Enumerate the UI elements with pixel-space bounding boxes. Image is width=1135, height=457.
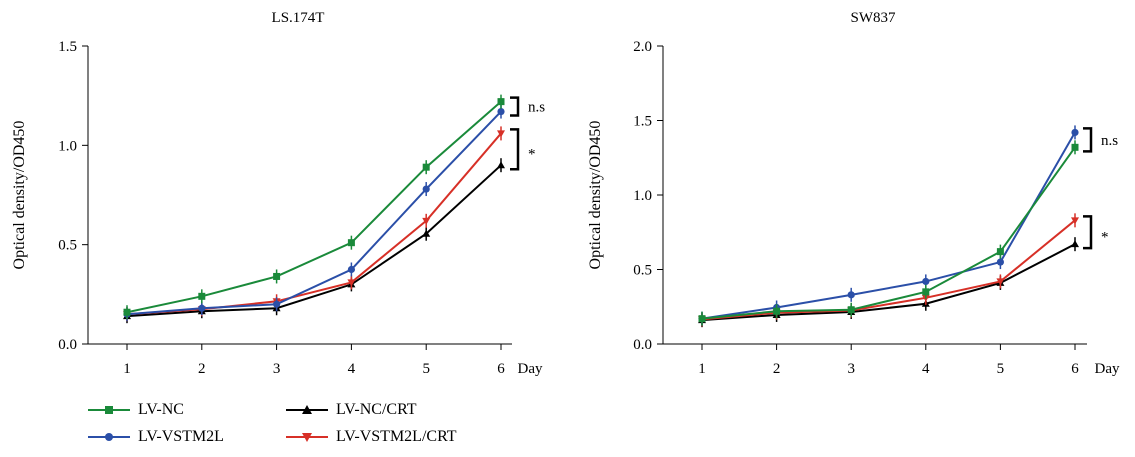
legend-item-lv-nc: LV-NC <box>88 399 184 421</box>
significance-label: * <box>528 146 536 162</box>
data-point-lv-vstm2l <box>497 107 505 116</box>
data-point-lv-nc <box>698 315 706 323</box>
data-point-lv-nc <box>198 292 206 300</box>
data-point-lv-vstm2l <box>847 291 855 299</box>
legend-item-lv-vstm2l: LV-VSTM2L <box>88 426 224 448</box>
data-point-lv-nc-crt <box>1071 240 1079 248</box>
y-tick-label: 1.0 <box>58 138 77 154</box>
significance-bracket <box>510 96 520 117</box>
y-tick-label: 0.0 <box>58 337 77 353</box>
legend-item-lv-vstm2l-crt: LV-VSTM2L/CRT <box>286 426 457 448</box>
legend: LV-NC LV-NC/CRT LV-VSTM2L LV-VSTM2L/CRT <box>88 399 528 451</box>
x-axis-title: Day <box>1095 361 1120 377</box>
data-point-lv-nc <box>273 272 281 280</box>
y-tick-label: 1.5 <box>58 39 77 55</box>
chart-title: LS.174T <box>272 10 325 26</box>
y-tick-label: 1.5 <box>633 114 652 130</box>
x-tick-label: 1 <box>123 361 131 377</box>
legend-label-lv-vstm2l: LV-VSTM2L <box>138 428 224 445</box>
data-point-lv-vstm2l <box>198 304 206 312</box>
data-point-lv-nc-crt <box>422 229 431 237</box>
y-axis-title: Optical density/OD450 <box>587 121 604 270</box>
series-line-lv-vstm2l <box>126 110 502 316</box>
significance-label: n.s <box>1101 133 1118 149</box>
data-point-lv-vstm2l <box>422 185 430 193</box>
series-lv-vstm2l-crt <box>698 213 1079 327</box>
y-tick-label: 1.0 <box>633 188 652 204</box>
x-tick-label: 6 <box>1071 361 1079 377</box>
significance-bracket <box>1083 215 1093 250</box>
x-tick-label: 5 <box>422 361 430 377</box>
data-point-lv-nc <box>847 306 855 314</box>
data-point-lv-vstm2l-crt <box>347 279 356 287</box>
legend-swatch-lv-vstm2l <box>88 433 130 441</box>
series-lv-vstm2l <box>698 125 1079 326</box>
data-point-lv-vstm2l <box>922 277 930 286</box>
x-tick-label: 6 <box>497 361 505 377</box>
data-point-lv-vstm2l-crt <box>996 278 1005 286</box>
y-tick-label: 2.0 <box>633 39 652 55</box>
series-lv-nc <box>123 94 505 320</box>
data-point-lv-vstm2l-crt <box>497 130 505 138</box>
data-point-lv-vstm2l <box>996 258 1005 266</box>
data-point-lv-nc <box>922 288 930 296</box>
data-point-lv-vstm2l <box>347 265 355 274</box>
significance-label: n.s <box>528 100 545 116</box>
data-point-lv-vstm2l <box>273 300 281 308</box>
series-line-lv-vstm2l-crt <box>701 219 1076 321</box>
legend-label-lv-vstm2l-crt: LV-VSTM2L/CRT <box>336 428 457 445</box>
y-axis-title: Optical density/OD450 <box>11 121 28 270</box>
chart-panel-ls-174t: LS.174T Optical density/OD450 0.0 0.5 1.0 1.5… <box>11 10 545 377</box>
data-point-lv-nc <box>497 98 505 106</box>
x-tick-label: 5 <box>997 361 1005 377</box>
series-line-lv-vstm2l <box>701 131 1076 320</box>
data-point-lv-nc <box>123 308 131 316</box>
x-tick-label: 2 <box>198 361 206 377</box>
y-tick-label: 0.5 <box>633 263 652 279</box>
legend-swatch-lv-nc <box>88 406 130 414</box>
x-tick-label: 3 <box>847 361 855 377</box>
x-tick-label: 3 <box>273 361 281 377</box>
significance-label: * <box>1101 229 1109 245</box>
significance-bracket <box>1083 127 1093 153</box>
series-line-lv-nc-crt <box>126 164 502 318</box>
x-tick-label: 4 <box>348 361 356 377</box>
data-point-lv-vstm2l-crt <box>422 217 431 225</box>
series-line-lv-nc <box>701 146 1076 320</box>
x-tick-label: 1 <box>698 361 706 377</box>
legend-swatch-lv-nc-crt <box>286 405 328 414</box>
legend-item-lv-nc-crt: LV-NC/CRT <box>286 399 417 421</box>
significance-bracket <box>510 128 520 171</box>
legend-label-lv-nc-crt: LV-NC/CRT <box>336 401 417 418</box>
series-line-lv-nc <box>126 100 502 314</box>
data-point-lv-nc-crt <box>497 161 505 169</box>
data-point-lv-nc <box>347 239 355 247</box>
y-tick-label: 0.0 <box>633 337 652 353</box>
series-lv-vstm2l-crt <box>123 126 505 322</box>
data-point-lv-nc <box>1071 143 1079 151</box>
data-point-lv-vstm2l <box>1071 128 1079 137</box>
legend-swatch-lv-vstm2l-crt <box>286 433 328 442</box>
data-point-lv-nc <box>773 307 781 315</box>
data-point-lv-nc <box>422 163 430 171</box>
series-line-lv-nc-crt <box>701 243 1076 322</box>
x-tick-label: 4 <box>922 361 930 377</box>
x-tick-label: 2 <box>773 361 781 377</box>
chart-title: SW837 <box>851 10 897 26</box>
x-axis-title: Day <box>518 361 543 377</box>
series-lv-nc-crt <box>123 158 505 324</box>
data-point-lv-nc <box>996 248 1004 256</box>
legend-label-lv-nc: LV-NC <box>138 401 184 418</box>
series-lv-nc <box>698 140 1079 326</box>
chart-panel-sw837: SW837 Optical density/OD450 0.0 0.5 1.0 1.5 2.… <box>587 10 1120 377</box>
data-point-lv-vstm2l-crt <box>1071 217 1079 225</box>
series-lv-vstm2l <box>123 104 505 322</box>
y-tick-label: 0.5 <box>58 238 77 254</box>
